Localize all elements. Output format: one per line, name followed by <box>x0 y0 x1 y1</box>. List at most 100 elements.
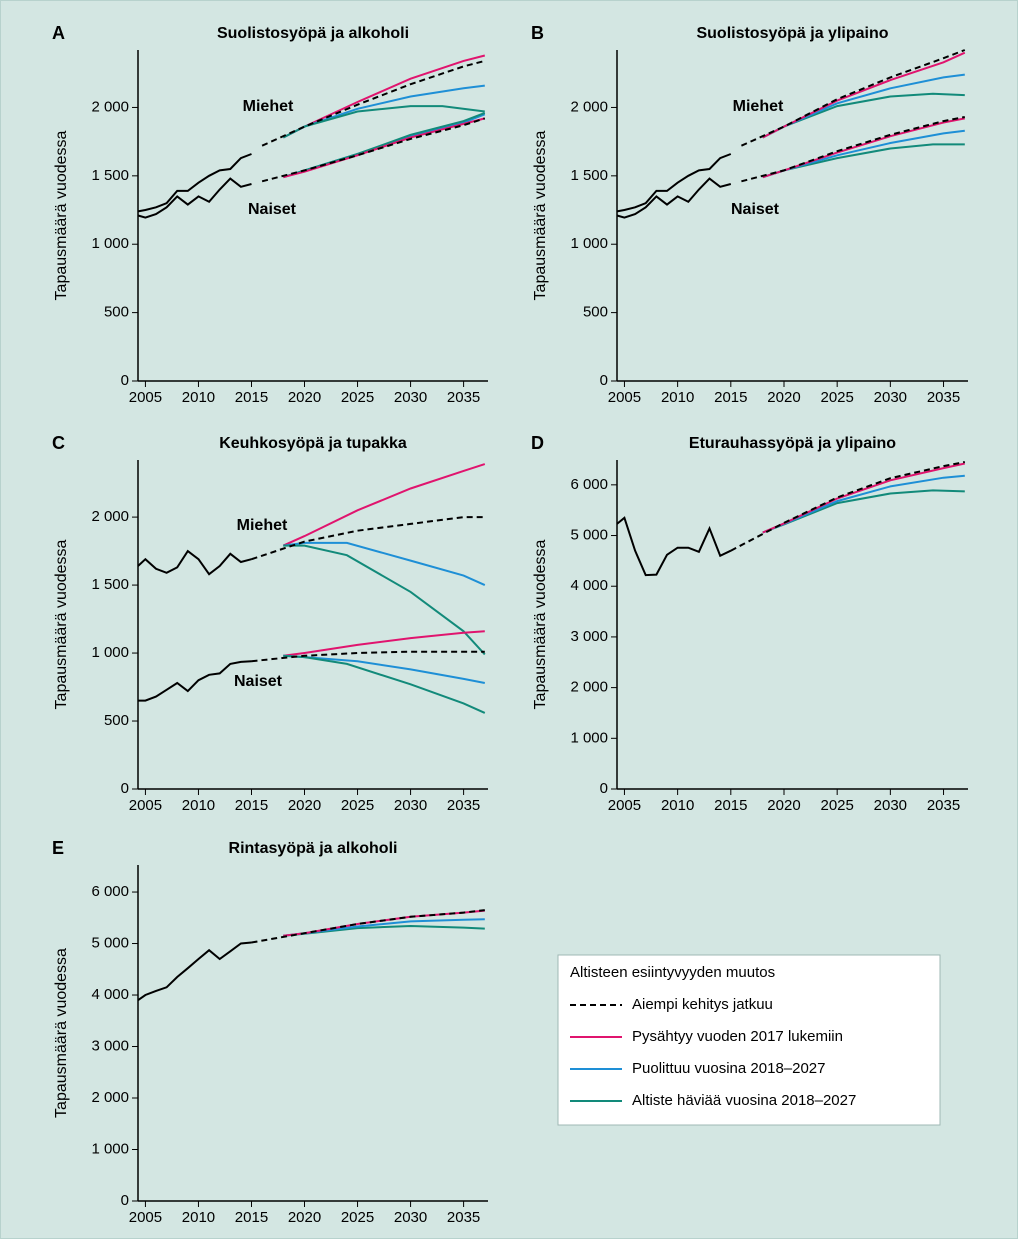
y-tick-label: 1 500 <box>91 167 129 184</box>
y-tick-label: 6 000 <box>570 476 608 493</box>
x-tick-label: 2025 <box>820 797 853 814</box>
y-tick-label: 1 000 <box>570 235 608 252</box>
series-line <box>137 549 252 576</box>
y-tick-label: 0 <box>121 372 129 389</box>
x-tick-label: 2030 <box>874 797 907 814</box>
series-line <box>261 117 486 183</box>
series-line <box>137 941 252 1002</box>
y-tick-label: 5 000 <box>91 934 129 951</box>
series-line <box>282 463 486 547</box>
x-tick-label: 2020 <box>288 797 321 814</box>
x-tick-label: 2005 <box>608 389 641 406</box>
y-tick-label: 1 500 <box>570 167 608 184</box>
x-tick-label: 2020 <box>288 389 321 406</box>
y-tick-label: 2 000 <box>91 508 129 525</box>
annotation: Naiset <box>234 673 283 690</box>
y-tick-label: 1 000 <box>91 644 129 661</box>
legend-box <box>557 954 941 1126</box>
series-line <box>730 461 965 552</box>
y-axis-label: Tapausmäärä vuodessa <box>53 539 70 709</box>
x-tick-label: 2015 <box>235 389 268 406</box>
x-tick-label: 2005 <box>129 1209 162 1226</box>
panel-letter: B <box>531 23 544 43</box>
series-line <box>251 909 485 944</box>
y-tick-label: 500 <box>583 304 608 321</box>
x-tick-label: 2035 <box>447 797 480 814</box>
chart-title: Suolistosyöpä ja ylipaino <box>696 25 888 42</box>
y-tick-label: 0 <box>121 1192 129 1209</box>
x-tick-label: 2025 <box>341 389 374 406</box>
panel-letter: D <box>531 433 544 453</box>
y-tick-label: 2 000 <box>570 679 608 696</box>
legend-title: Altisteen esiintyvyyden muutos <box>570 964 775 981</box>
annotation: Naiset <box>731 201 780 218</box>
panel-letter: E <box>52 838 64 858</box>
x-tick-label: 2010 <box>182 389 215 406</box>
x-tick-label: 2025 <box>341 1209 374 1226</box>
legend-label: Altiste häviää vuosina 2018–2027 <box>632 1092 856 1109</box>
x-tick-label: 2035 <box>927 797 960 814</box>
x-tick-label: 2025 <box>341 797 374 814</box>
x-tick-label: 2010 <box>182 797 215 814</box>
x-tick-label: 2025 <box>820 389 853 406</box>
x-tick-label: 2035 <box>447 389 480 406</box>
x-tick-label: 2035 <box>927 389 960 406</box>
series-line <box>137 153 252 213</box>
series-line <box>283 117 486 179</box>
series-line <box>138 660 252 702</box>
series-line <box>616 153 732 213</box>
x-tick-label: 2020 <box>767 389 800 406</box>
y-axis-label: Tapausmäärä vuodessa <box>532 130 549 300</box>
legend-label: Puolittuu vuosina 2018–2027 <box>632 1060 826 1077</box>
chart-title: Suolistosyöpä ja alkoholi <box>217 25 409 42</box>
y-axis-label: Tapausmäärä vuodessa <box>53 948 70 1118</box>
series-line <box>261 59 486 147</box>
series-line <box>251 516 485 561</box>
y-tick-label: 4 000 <box>570 577 608 594</box>
series-line <box>740 49 966 147</box>
annotation: Miehet <box>243 98 294 115</box>
y-tick-label: 3 000 <box>91 1037 129 1054</box>
y-axis-label: Tapausmäärä vuodessa <box>532 539 549 709</box>
panel-letter: C <box>52 433 65 453</box>
y-tick-label: 0 <box>121 780 129 797</box>
x-tick-label: 2020 <box>288 1209 321 1226</box>
annotation: Naiset <box>248 201 297 218</box>
series-line <box>283 544 486 656</box>
legend-label: Aiempi kehitys jatkuu <box>632 996 773 1013</box>
x-tick-label: 2010 <box>661 389 694 406</box>
x-tick-label: 2010 <box>661 797 694 814</box>
x-tick-label: 2005 <box>608 797 641 814</box>
y-tick-label: 0 <box>600 780 608 797</box>
x-tick-label: 2035 <box>447 1209 480 1226</box>
y-tick-label: 2 000 <box>570 98 608 115</box>
panel-letter: A <box>52 23 65 43</box>
x-tick-label: 2030 <box>394 797 427 814</box>
series-line <box>251 650 485 663</box>
x-tick-label: 2005 <box>129 797 162 814</box>
legend-label: Pysähtyy vuoden 2017 lukemiin <box>632 1028 843 1045</box>
x-tick-label: 2010 <box>182 1209 215 1226</box>
x-tick-label: 2020 <box>767 797 800 814</box>
x-tick-label: 2015 <box>714 389 747 406</box>
series-line <box>137 177 252 219</box>
annotation: Miehet <box>733 98 784 115</box>
x-tick-label: 2030 <box>394 389 427 406</box>
series-line <box>616 516 732 577</box>
series-line <box>741 116 965 183</box>
series-line <box>616 177 732 219</box>
y-tick-label: 5 000 <box>570 527 608 544</box>
y-tick-label: 1 500 <box>91 576 129 593</box>
y-tick-label: 3 000 <box>570 628 608 645</box>
chart-title: Eturauhassyöpä ja ylipaino <box>689 435 896 452</box>
annotation: Miehet <box>237 517 288 534</box>
x-tick-label: 2030 <box>874 389 907 406</box>
y-tick-label: 2 000 <box>91 1089 129 1106</box>
series-line <box>283 630 485 657</box>
y-axis-label: Tapausmäärä vuodessa <box>53 130 70 300</box>
x-tick-label: 2015 <box>235 1209 268 1226</box>
series-line <box>283 654 486 714</box>
y-tick-label: 500 <box>104 712 129 729</box>
y-tick-label: 1 000 <box>570 729 608 746</box>
